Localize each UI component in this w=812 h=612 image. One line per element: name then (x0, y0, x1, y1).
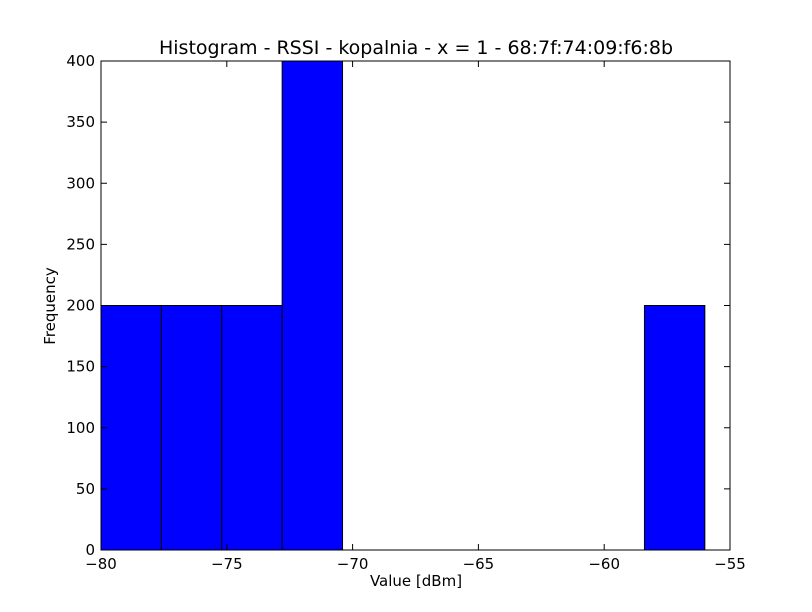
y-tick-label-4: 150 (66, 358, 95, 376)
x-tick-label-1: −80 (85, 555, 117, 573)
histogram-bar-3 (221, 305, 283, 551)
histogram-bar-10 (643, 305, 706, 551)
x-axis-label: Value [dBm] (370, 572, 462, 590)
x-tick-label-5: −60 (588, 555, 620, 573)
histogram-bar-2 (160, 305, 223, 551)
y-tick-label-7: 300 (66, 174, 95, 192)
y-tick-label-9: 400 (66, 52, 95, 70)
plot-area-frame (100, 60, 731, 551)
x-tick-label-2: −75 (211, 555, 243, 573)
chart-title: Histogram - RSSI - kopalnia - x = 1 - 68… (159, 37, 673, 59)
x-tick-label-3: −70 (337, 555, 369, 573)
histogram-bar-1 (100, 305, 162, 551)
y-tick-label-1: 0 (85, 541, 95, 559)
y-tick-label-6: 250 (66, 235, 95, 253)
ticks-layer: −80 −75 −70 −65 −60 −55 0 50 100 150 200 250 300 350 4… (66, 52, 745, 573)
histogram-bar-4 (281, 60, 344, 551)
y-tick-label-3: 100 (66, 419, 95, 437)
x-tick-label-4: −65 (463, 555, 495, 573)
y-tick-label-2: 50 (76, 480, 95, 498)
y-tick-label-8: 350 (66, 113, 95, 131)
y-tick-label-5: 200 (66, 297, 95, 315)
bars-layer (100, 60, 706, 551)
y-axis-label: Frequency (41, 267, 59, 345)
x-tick-label-6: −55 (714, 555, 746, 573)
